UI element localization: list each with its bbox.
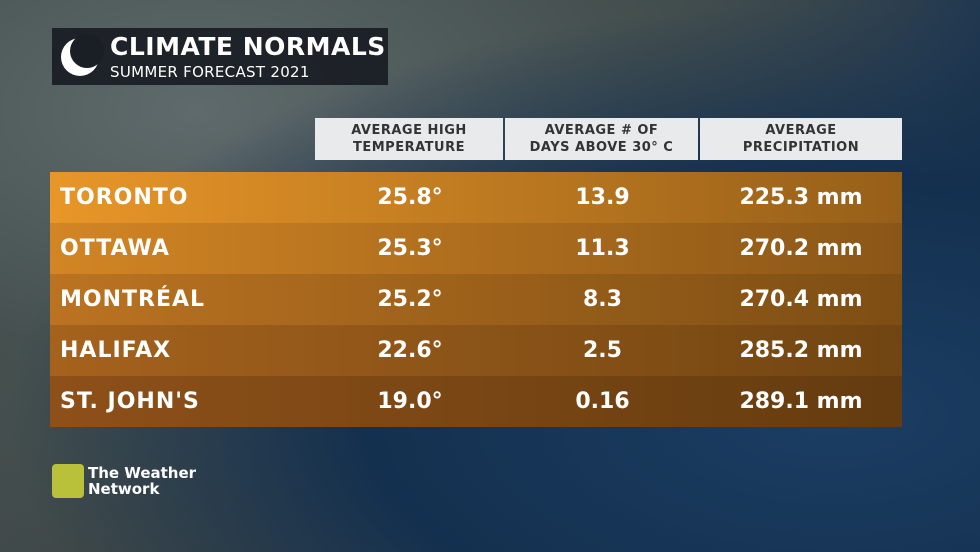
table-cell: 2.5: [583, 338, 622, 363]
table-cell: 25.2°: [377, 287, 443, 312]
column-header: AVERAGE # OF DAYS ABOVE 30° C: [505, 118, 698, 160]
table-cell: 25.3°: [377, 236, 443, 261]
title-box: [52, 28, 388, 85]
table-cell: 13.9: [575, 185, 630, 210]
logo-icon: [52, 464, 84, 498]
table-cell: 289.1 mm: [739, 389, 863, 414]
city-name: HALIFAX: [60, 338, 172, 363]
column-header: AVERAGE HIGH TEMPERATURE: [315, 118, 503, 160]
table-cell: 270.2 mm: [739, 236, 863, 261]
city-name: OTTAWA: [60, 236, 170, 261]
table-row: OTTAWA 25.3° 11.3 270.2 mm: [50, 223, 902, 274]
table-cell: 22.6°: [377, 338, 443, 363]
table-row: MONTRÉAL 25.2° 8.3 270.4 mm: [50, 274, 902, 325]
subtitle: SUMMER FORECAST 2021: [110, 63, 310, 81]
table-cell: 19.0°: [377, 389, 443, 414]
city-name: MONTRÉAL: [60, 287, 206, 312]
moon-icon: [61, 34, 104, 76]
table-cell: 0.16: [575, 389, 630, 414]
logo: The Weather Network: [88, 464, 197, 498]
table-cell: 25.8°: [377, 185, 443, 210]
table-row: TORONTO 25.8° 13.9 225.3 mm: [50, 172, 902, 223]
table-cell: 285.2 mm: [739, 338, 863, 363]
column-header: AVERAGE PRECIPITATION: [700, 118, 902, 160]
city-name: TORONTO: [60, 185, 189, 210]
table-cell: 270.4 mm: [739, 287, 863, 312]
table-cell: 11.3: [575, 236, 630, 261]
table-row: ST. JOHN'S 19.0° 0.16 289.1 mm: [50, 376, 902, 427]
table-cell: 225.3 mm: [739, 185, 863, 210]
title: CLIMATE NORMALS: [110, 32, 386, 61]
table-cell: 8.3: [583, 287, 622, 312]
table-row: HALIFAX 22.6° 2.5 285.2 mm: [50, 325, 902, 376]
city-name: ST. JOHN'S: [60, 389, 200, 414]
